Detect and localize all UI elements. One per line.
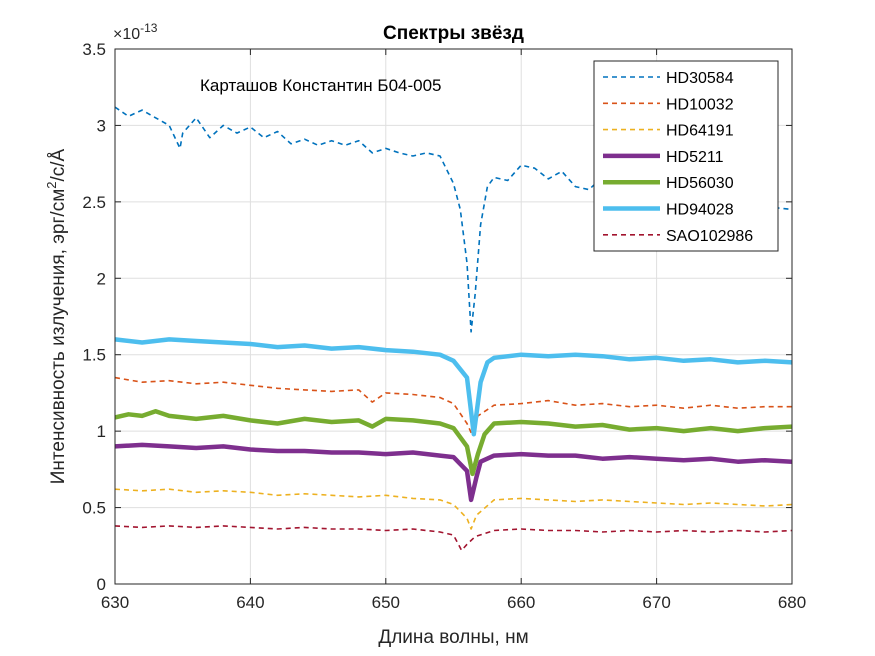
y-tick-label: 2.5 — [82, 193, 106, 212]
chart-title: Спектры звёзд — [383, 23, 524, 44]
y-axis-title: Интенсивность излучения, эрг/см2/с/Å — [44, 148, 69, 484]
series-line-hd5211 — [114, 442, 793, 503]
y-axis-title-main: Интенсивность излучения, эрг/см — [48, 189, 69, 485]
x-tick-label: 630 — [101, 593, 129, 612]
legend-label: HD5211 — [666, 149, 724, 166]
x-tick-label: 660 — [507, 593, 535, 612]
x-axis-title: Длина волны, нм — [378, 627, 528, 648]
axes-box — [114, 48, 793, 585]
x-tick-label: 640 — [236, 593, 264, 612]
y-tick-label: 1.5 — [82, 346, 106, 365]
y-exponent-power: -13 — [140, 21, 158, 35]
series-line-sao102986 — [114, 525, 793, 552]
legend-label: HD10032 — [666, 96, 734, 113]
legend: HD30584 HD10032 HD64191 HD5211 HD56030 HD9402… — [593, 60, 779, 252]
legend-label: HD94028 — [666, 202, 734, 219]
y-axis-title-superscript: 2 — [44, 182, 59, 189]
y-tick-label: 3.5 — [82, 40, 106, 59]
y-tick-label: 3 — [97, 116, 106, 135]
legend-label: HD56030 — [666, 175, 734, 192]
y-tick-label: 2 — [97, 269, 106, 288]
y-axis-exponent: ×10-13 — [113, 21, 158, 43]
y-tick-label: 1 — [97, 422, 106, 441]
x-tick-label: 650 — [372, 593, 400, 612]
x-tick-label: 680 — [778, 593, 806, 612]
series-line-hd56030 — [114, 409, 793, 477]
y-tick-label: 0 — [97, 575, 106, 594]
legend-label: HD30584 — [666, 70, 734, 87]
author-annotation: Карташов Константин Б04-005 — [200, 76, 442, 95]
x-tick-label: 670 — [642, 593, 670, 612]
y-axis-title-unit: /с/Å — [48, 148, 69, 181]
y-exponent-base: ×10 — [113, 26, 140, 43]
ticks: 630 640 650 660 670 680 0 0.5 1 1.5 2 2.5 3 3.5 — [82, 40, 806, 612]
series-line-hd94028 — [114, 337, 793, 437]
legend-label: HD64191 — [666, 123, 734, 140]
series-line-hd64191 — [114, 488, 793, 530]
series-line-hd10032 — [114, 376, 792, 437]
y-tick-label: 0.5 — [82, 499, 106, 518]
legend-label: SAO102986 — [666, 228, 753, 245]
